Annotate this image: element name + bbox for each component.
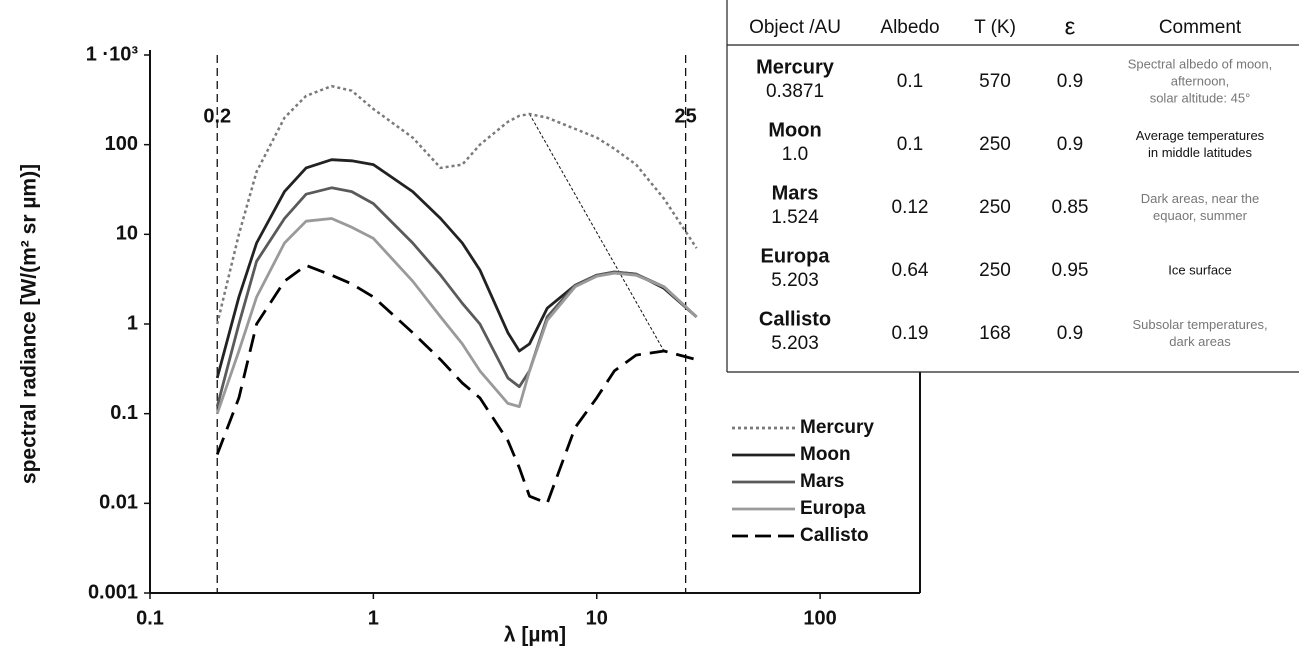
- albedo: 0.12: [892, 197, 929, 218]
- y-tick-label: 1 ·10³: [86, 43, 139, 65]
- series-line: [215, 264, 697, 505]
- table-header: ε: [1065, 13, 1076, 40]
- albedo: 0.1: [897, 71, 923, 92]
- y-tick-label: 100: [105, 133, 138, 155]
- comment: afternoon,: [1171, 73, 1230, 88]
- plot: 0.001 0.01 0.1 1 10 100 1 ·10³ 0.1 1 10 100 0.2 25: [86, 43, 921, 629]
- x-axis-label: λ [µm]: [504, 624, 566, 647]
- object-name: Mercury: [756, 56, 835, 78]
- comment: Dark areas, near the: [1141, 191, 1260, 206]
- object-name: Moon: [768, 119, 821, 141]
- comment: equaor, summer: [1153, 208, 1248, 223]
- x-tick-label: 0.1: [136, 607, 164, 629]
- emissivity: 0.9: [1057, 134, 1083, 155]
- comment: Spectral albedo of moon,: [1128, 56, 1273, 71]
- comment: solar altitude: 45°: [1150, 90, 1251, 105]
- y-tick-label: 0.001: [88, 581, 138, 603]
- object-au: 1.0: [782, 144, 808, 165]
- y-tick-label: 10: [116, 223, 138, 245]
- reference-label: 0.2: [203, 105, 231, 127]
- y-tick-label: 0.01: [99, 492, 138, 514]
- temperature: 250: [979, 260, 1011, 281]
- object-au: 0.3871: [766, 81, 824, 102]
- y-tick-label: 0.1: [110, 402, 138, 424]
- legend-label: Mars: [800, 471, 844, 492]
- comment: in middle latitudes: [1148, 145, 1253, 160]
- object-name: Callisto: [759, 308, 831, 330]
- table-header: Comment: [1159, 17, 1242, 38]
- comment: Ice surface: [1168, 262, 1232, 277]
- x-tick-label: 10: [586, 607, 608, 629]
- table-background: [727, 0, 1299, 372]
- x-tick-label: 100: [803, 607, 836, 629]
- series-line: [215, 84, 698, 325]
- series-line: [215, 217, 698, 415]
- series-line: [215, 186, 698, 407]
- comment: dark areas: [1169, 334, 1231, 349]
- object-name: Mars: [772, 182, 819, 204]
- y-axis-label: spectral radiance [W/(m² sr µm)]: [18, 164, 41, 484]
- annotation-connector: [529, 113, 665, 352]
- temperature: 570: [979, 71, 1011, 92]
- temperature: 168: [979, 323, 1011, 344]
- x-tick-label: 1: [368, 607, 379, 629]
- reference-label: 25: [675, 105, 697, 127]
- table-header: T (K): [974, 17, 1016, 38]
- table-header: Albedo: [880, 17, 939, 38]
- albedo: 0.1: [897, 134, 923, 155]
- legend-label: Callisto: [800, 525, 869, 546]
- legend-label: Europa: [800, 498, 866, 519]
- comment: Average temperatures: [1136, 128, 1265, 143]
- emissivity: 0.85: [1052, 197, 1089, 218]
- emissivity: 0.9: [1057, 71, 1083, 92]
- object-au: 1.524: [771, 207, 819, 228]
- object-name: Europa: [761, 245, 831, 267]
- legend-label: Moon: [800, 444, 851, 465]
- legend-label: Mercury: [800, 417, 874, 438]
- temperature: 250: [979, 197, 1011, 218]
- albedo: 0.19: [892, 323, 929, 344]
- albedo: 0.64: [892, 260, 929, 281]
- comment: Subsolar temperatures,: [1132, 317, 1267, 332]
- table-header: Object /AU: [749, 17, 841, 38]
- object-au: 5.203: [771, 333, 819, 354]
- emissivity: 0.9: [1057, 323, 1083, 344]
- series-line: [215, 158, 698, 379]
- object-au: 5.203: [771, 270, 819, 291]
- emissivity: 0.95: [1052, 260, 1089, 281]
- y-tick-label: 1: [127, 312, 138, 334]
- temperature: 250: [979, 134, 1011, 155]
